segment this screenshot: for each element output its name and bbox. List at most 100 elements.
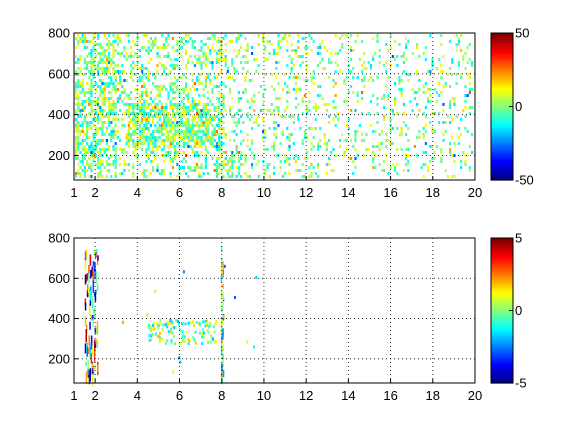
heatmap-cell (187, 321, 190, 325)
colorbar-gradient-2 (491, 238, 513, 384)
heatmap-cell (200, 49, 203, 52)
heatmap-cell (244, 76, 247, 79)
heatmap-cell (158, 109, 161, 112)
heatmap-cell (75, 82, 78, 85)
heatmap-cell (169, 124, 172, 127)
heatmap-cell (321, 67, 324, 70)
heatmap-cell (284, 115, 287, 118)
heatmap-cell (92, 76, 95, 79)
heatmap-cell (95, 271, 98, 284)
heatmap-cell (209, 142, 212, 145)
heatmap-cell (424, 58, 427, 61)
heatmap-cell (440, 91, 443, 94)
heatmap-cell (220, 329, 223, 334)
heatmap-cell (387, 49, 390, 52)
heatmap-cell (138, 112, 141, 115)
colorbar-segment (491, 39, 513, 43)
heatmap-cell (165, 121, 168, 124)
heatmap-cell (152, 121, 155, 124)
heatmap-cell (429, 94, 432, 97)
x-tick-label: 12 (299, 388, 313, 403)
heatmap-cell (112, 46, 115, 49)
heatmap-cell (301, 163, 304, 166)
heatmap-cell (306, 79, 309, 82)
colorbar-segment (491, 260, 513, 264)
heatmap-cell (231, 40, 234, 43)
heatmap-cell (169, 88, 172, 91)
heatmap-cell (149, 91, 152, 94)
heatmap-cell (147, 112, 150, 115)
heatmap-cell (152, 139, 155, 142)
heatmap-cell (209, 61, 212, 64)
heatmap-cell (200, 175, 203, 178)
colorbar-segment (491, 305, 513, 309)
heatmap-cells-2 (84, 246, 258, 386)
heatmap-cell (251, 46, 254, 49)
heatmap-cell (97, 365, 99, 373)
heatmap-cell (145, 148, 148, 151)
heatmap-cell (200, 142, 203, 145)
heatmap-cell (288, 172, 291, 175)
heatmap-cell (81, 160, 84, 163)
heatmap-cell (181, 321, 184, 325)
heatmap-cell (288, 163, 291, 166)
heatmap-cell (185, 118, 188, 121)
colorbar-segment (491, 97, 513, 101)
heatmap-cell (444, 169, 447, 172)
heatmap-cell (81, 121, 84, 124)
heatmap-cell (90, 49, 93, 52)
heatmap-cell (105, 58, 108, 61)
heatmap-cell (145, 169, 148, 172)
colorbar-segment (491, 46, 513, 50)
heatmap-cell (363, 76, 366, 79)
heatmap-cell (221, 268, 223, 276)
heatmap-cell (310, 148, 313, 151)
heatmap-cell (369, 124, 372, 127)
heatmap-cell (189, 55, 192, 58)
heatmap-cell (132, 103, 135, 106)
heatmap-cell (167, 133, 170, 136)
y-tick-label: 800 (48, 26, 70, 41)
heatmap-cell (211, 91, 214, 94)
heatmap-cell (171, 91, 174, 94)
heatmap-cell (185, 49, 188, 52)
heatmap-cell (147, 106, 150, 109)
heatmap-cell (191, 124, 194, 127)
heatmap-cell (103, 55, 106, 58)
heatmap-cell (103, 148, 106, 151)
heatmap-cell (233, 67, 236, 70)
heatmap-cell (174, 157, 177, 160)
heatmap-cell (134, 112, 137, 115)
heatmap-cell (222, 103, 225, 106)
heatmap-cell (156, 85, 159, 88)
heatmap-cell (127, 106, 130, 109)
x-tick-label: 8 (218, 388, 225, 403)
heatmap-cell (156, 103, 159, 106)
heatmap-cell (468, 145, 471, 148)
heatmap-cell (237, 91, 240, 94)
heatmap-cells-1 (75, 34, 474, 178)
colorbar-segment (491, 326, 513, 330)
heatmap-cell (295, 91, 298, 94)
heatmap-cell (328, 157, 331, 160)
heatmap-cell (110, 91, 113, 94)
heatmap-cell (200, 139, 203, 142)
heatmap-cell (438, 58, 441, 61)
heatmap-cell (163, 64, 166, 67)
heatmap-cell (273, 133, 276, 136)
colorbar-segment (491, 60, 513, 64)
heatmap-cell (356, 94, 359, 97)
heatmap-cell (427, 70, 430, 73)
heatmap-cell (77, 157, 80, 160)
heatmap-cell (214, 322, 217, 326)
heatmap-cell (165, 37, 168, 40)
heatmap-cell (449, 67, 452, 70)
heatmap-cell (389, 127, 392, 130)
heatmap-cell (96, 261, 99, 266)
heatmap-cell (222, 302, 224, 312)
heatmap-cell (138, 100, 141, 103)
heatmap-cell (196, 112, 199, 115)
heatmap-cell (180, 100, 183, 103)
